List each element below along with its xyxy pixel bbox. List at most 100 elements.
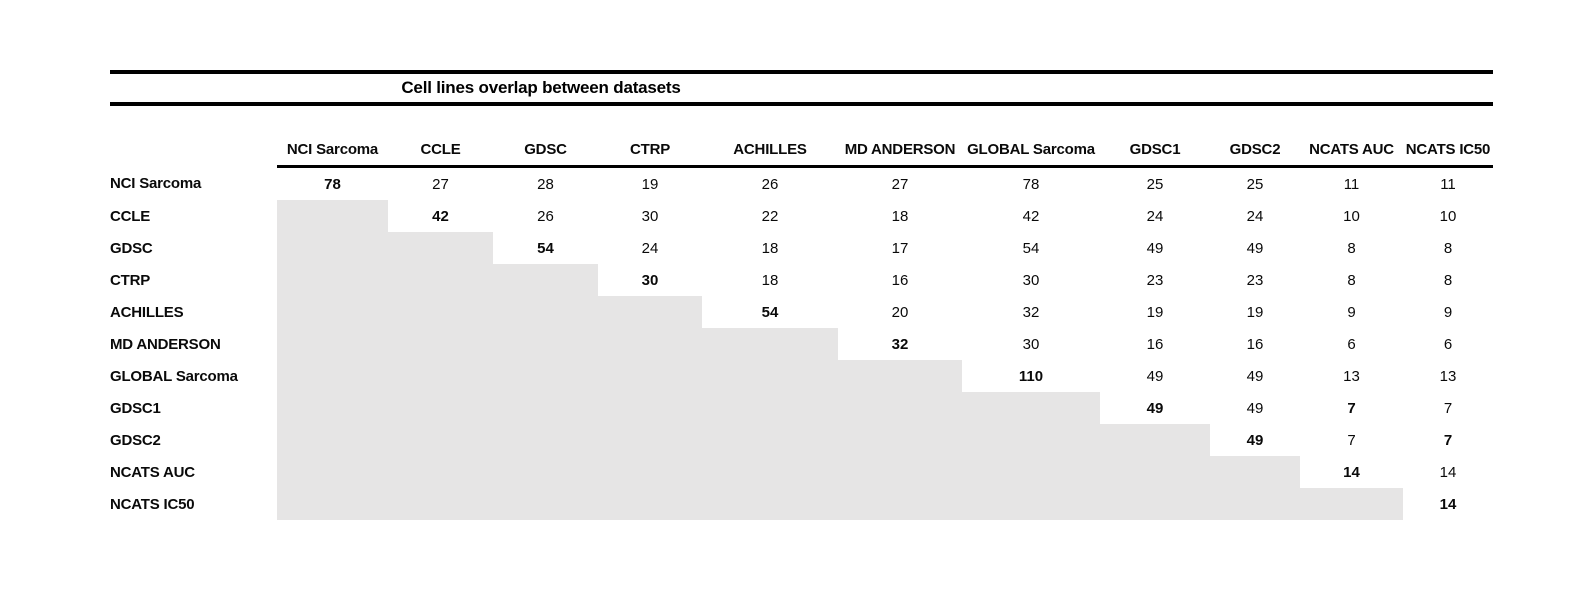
shaded-cell: [277, 392, 388, 424]
row-label-gdsc: GDSC: [110, 239, 153, 257]
shaded-cell: [388, 488, 493, 520]
row-label-global-sarcoma: GLOBAL Sarcoma: [110, 367, 238, 385]
overlap-value: 19: [641, 175, 659, 193]
row-label-ccle: CCLE: [110, 207, 151, 225]
overlap-value: 18: [761, 239, 779, 257]
shaded-cell: [598, 296, 702, 328]
shaded-cell: [388, 456, 493, 488]
matrix-row-global-sarcoma: GLOBAL Sarcoma 110 49 49 13 13: [110, 360, 1493, 392]
overlap-value: 49: [1146, 239, 1164, 257]
overlap-value: 24: [1246, 207, 1264, 225]
shaded-cell: [962, 488, 1100, 520]
shaded-cell: [702, 456, 838, 488]
shaded-cell: [493, 456, 598, 488]
overlap-value: 30: [641, 207, 659, 225]
matrix-row-achilles: ACHILLES 54 20 32 19 19 9 9: [110, 296, 1493, 328]
col-header-gdsc2: GDSC2: [1210, 106, 1300, 168]
shaded-cell: [702, 424, 838, 456]
overlap-value: 16: [1146, 335, 1164, 353]
shaded-cell: [1300, 488, 1403, 520]
shaded-cell: [962, 392, 1100, 424]
overlap-value: 6: [1347, 335, 1356, 353]
shaded-cell: [702, 328, 838, 360]
overlap-value: 11: [1440, 175, 1456, 193]
shaded-cell: [838, 456, 962, 488]
overlap-value: 23: [1246, 271, 1264, 289]
shaded-cell: [493, 488, 598, 520]
overlap-value: 78: [1022, 175, 1040, 193]
col-header-gdsc1: GDSC1: [1100, 106, 1210, 168]
shaded-cell: [493, 392, 598, 424]
matrix-row-ctrp: CTRP 30 18 16 30 23 23 8 8: [110, 264, 1493, 296]
overlap-value: 110: [1018, 367, 1044, 385]
overlap-matrix: NCI Sarcoma CCLE GDSC CTRP ACHILLES MD ANDERS…: [110, 106, 1493, 520]
col-header-ctrp: CTRP: [598, 106, 702, 168]
table-title: Cell lines overlap between datasets: [401, 78, 681, 97]
shaded-cell: [1100, 456, 1210, 488]
overlap-value: 49: [1146, 399, 1164, 417]
shaded-cell: [277, 296, 388, 328]
overlap-value: 20: [891, 303, 909, 321]
overlap-value: 24: [1146, 207, 1164, 225]
overlap-value: 7: [1347, 431, 1356, 449]
shaded-cell: [388, 360, 493, 392]
shaded-cell: [388, 328, 493, 360]
row-label-gdsc1: GDSC1: [110, 399, 161, 417]
shaded-cell: [838, 488, 962, 520]
matrix-row-ncats-ic50: NCATS IC50 14: [110, 488, 1493, 520]
overlap-value: 19: [1246, 303, 1264, 321]
shaded-cell: [598, 456, 702, 488]
row-label-md-anderson: MD ANDERSON: [110, 335, 221, 353]
overlap-value: 10: [1439, 207, 1457, 225]
overlap-value: 27: [891, 175, 909, 193]
overlap-value: 54: [761, 303, 779, 321]
overlap-value: 27: [432, 175, 449, 193]
col-header-md-anderson: MD ANDERSON: [838, 106, 962, 168]
overlap-value: 28: [537, 175, 554, 193]
shaded-cell: [388, 232, 493, 264]
overlap-value: 13: [1343, 367, 1360, 385]
shaded-cell: [598, 424, 702, 456]
overlap-value: 25: [1146, 175, 1164, 193]
overlap-value: 22: [761, 207, 779, 225]
overlap-table: Cell lines overlap between datasets NCI …: [110, 70, 1493, 520]
shaded-cell: [277, 360, 388, 392]
col-header-ccle: CCLE: [388, 106, 493, 168]
shaded-cell: [493, 328, 598, 360]
shaded-cell: [493, 296, 598, 328]
overlap-value: 6: [1443, 335, 1453, 353]
overlap-value: 42: [1022, 207, 1040, 225]
overlap-value: 16: [1246, 335, 1264, 353]
overlap-value: 49: [1246, 367, 1264, 385]
col-header-ncats-auc: NCATS AUC: [1300, 106, 1403, 168]
overlap-value: 8: [1347, 271, 1356, 289]
overlap-value: 8: [1443, 271, 1453, 289]
col-header-gdsc: GDSC: [493, 106, 598, 168]
shaded-cell: [277, 328, 388, 360]
row-label-achilles: ACHILLES: [110, 303, 184, 321]
col-header-ncats-ic50: NCATS IC50: [1403, 106, 1493, 168]
shaded-cell: [1100, 424, 1210, 456]
overlap-value: 16: [891, 271, 909, 289]
overlap-value: 8: [1443, 239, 1453, 257]
shaded-cell: [493, 360, 598, 392]
shaded-cell: [598, 360, 702, 392]
shaded-cell: [277, 424, 388, 456]
shaded-cell: [838, 360, 962, 392]
shaded-cell: [598, 488, 702, 520]
overlap-value: 25: [1246, 175, 1264, 193]
overlap-value: 13: [1439, 367, 1457, 385]
top-rule: [110, 70, 1493, 74]
shaded-cell: [277, 232, 388, 264]
shaded-cell: [838, 392, 962, 424]
overlap-value: 49: [1246, 239, 1264, 257]
overlap-value: 7: [1443, 431, 1453, 449]
overlap-value: 54: [1022, 239, 1040, 257]
overlap-value: 26: [537, 207, 554, 225]
overlap-value: 19: [1146, 303, 1164, 321]
overlap-value: 30: [641, 271, 659, 289]
overlap-value: 11: [1343, 175, 1360, 193]
overlap-value: 24: [641, 239, 659, 257]
matrix-row-ncats-auc: NCATS AUC 14 14: [110, 456, 1493, 488]
